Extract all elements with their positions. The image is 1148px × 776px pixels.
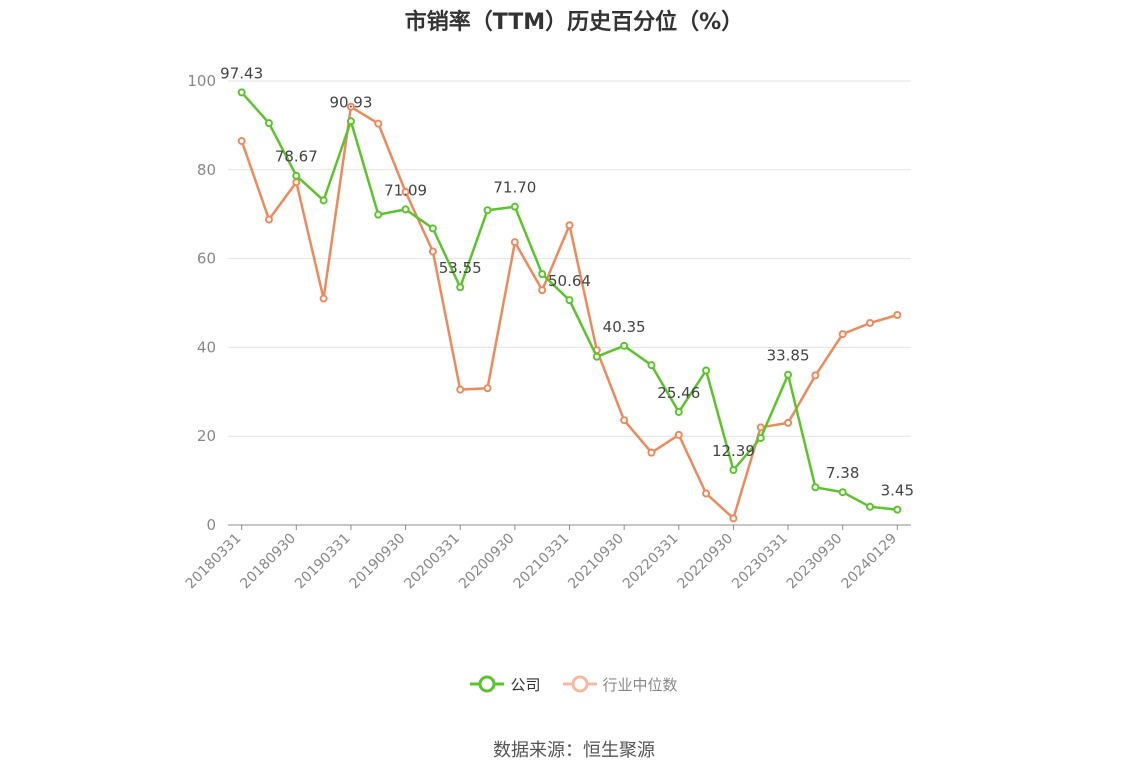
data-point-industry-median: [346, 102, 355, 111]
data-point-industry-median: [538, 286, 547, 295]
data-point-industry-median: [319, 294, 328, 303]
x-tick-label: 20210331: [511, 531, 573, 593]
data-point-company: [456, 283, 465, 292]
series-line-industry-median: [240, 105, 898, 520]
data-point-company: [483, 206, 492, 215]
data-point-company: [428, 224, 437, 233]
legend-marker-industry-median: [562, 675, 597, 693]
data-point-company: [319, 196, 328, 205]
data-label: 90.93: [329, 93, 372, 111]
data-label: 71.09: [384, 181, 427, 199]
data-point-industry-median: [811, 371, 820, 380]
data-point-industry-median: [838, 330, 847, 339]
data-point-industry-median: [264, 215, 273, 224]
chart-title: 市销率（TTM）历史百分位（%）: [404, 10, 744, 35]
y-tick-label: 60: [197, 250, 216, 268]
data-label: 33.85: [767, 347, 810, 365]
x-tick-label: 20240129: [838, 531, 900, 593]
data-point-company: [620, 341, 629, 350]
data-point-company: [538, 270, 547, 279]
y-tick-label: 40: [197, 338, 216, 356]
data-label: 71.70: [493, 179, 536, 197]
x-tick-label: 20230331: [729, 531, 791, 593]
data-point-company: [866, 502, 875, 511]
data-point-industry-median: [428, 247, 437, 256]
line-chart: 0 20 40 60 80 100 2018033120180930201903312019…: [183, 64, 914, 593]
data-point-company: [346, 117, 355, 126]
data-point-company: [237, 88, 246, 97]
data-label: 3.45: [881, 482, 914, 500]
legend-label-industry-median: 行业中位数: [602, 675, 678, 694]
data-label: 97.43: [220, 64, 263, 82]
x-tick-label: 20200930: [456, 531, 518, 593]
x-tick-label: 20220331: [620, 531, 682, 593]
data-point-industry-median: [456, 385, 465, 394]
data-label: 78.67: [275, 148, 318, 166]
data-label: 53.55: [439, 259, 482, 277]
data-point-company: [674, 407, 683, 416]
data-point-industry-median: [647, 448, 656, 457]
data-point-industry-median: [237, 136, 246, 145]
data-point-industry-median: [483, 384, 492, 393]
data-point-company: [292, 171, 301, 180]
x-tick-label: 20200331: [401, 531, 463, 593]
x-tick-label: 20210930: [565, 531, 627, 593]
data-point-industry-median: [729, 514, 738, 523]
legend-label-company: 公司: [510, 675, 541, 694]
data-label: 50.64: [548, 272, 591, 290]
data-point-company: [811, 483, 820, 492]
legend-item-company[interactable]: 公司: [470, 672, 541, 696]
data-point-company: [374, 210, 383, 219]
data-point-company: [264, 119, 273, 128]
data-label: 12.39: [712, 442, 755, 460]
x-tick-label: 20230930: [784, 531, 846, 593]
source-note: 数据来源：恒生聚源: [493, 740, 655, 761]
data-point-company: [838, 488, 847, 497]
data-point-company: [729, 465, 738, 474]
y-tick-label: 80: [197, 161, 216, 179]
data-label: 25.46: [657, 384, 700, 402]
data-point-company: [565, 296, 574, 305]
data-label: 7.38: [826, 464, 859, 482]
x-tick-label: 20180331: [183, 531, 245, 593]
data-point-company: [592, 352, 601, 361]
data-point-company: [893, 505, 902, 514]
legend-item-industry-median[interactable]: 行业中位数: [562, 672, 678, 696]
x-tick-label: 20220930: [675, 531, 737, 593]
data-point-industry-median: [374, 119, 383, 128]
data-point-industry-median: [620, 416, 629, 425]
y-tick-label: 100: [187, 72, 216, 90]
y-tick-label: 20: [197, 427, 216, 445]
data-point-company: [510, 202, 519, 211]
legend: 公司 行业中位数: [0, 672, 1148, 696]
data-point-industry-median: [292, 178, 301, 187]
data-point-company: [784, 370, 793, 379]
data-point-company: [756, 433, 765, 442]
x-tick-label: 20180930: [237, 531, 299, 593]
data-point-industry-median: [674, 430, 683, 439]
x-tick-label: 20190930: [347, 531, 409, 593]
data-point-industry-median: [866, 318, 875, 327]
x-tick-label: 20190331: [292, 531, 354, 593]
data-point-industry-median: [401, 188, 410, 196]
data-point-company: [702, 366, 711, 375]
data-label: 40.35: [603, 318, 646, 336]
data-point-industry-median: [756, 423, 765, 432]
data-point-company: [401, 205, 410, 214]
data-point-company: [647, 361, 656, 370]
data-point-industry-median: [510, 238, 519, 247]
data-point-industry-median: [784, 418, 793, 427]
legend-marker-company: [470, 675, 505, 693]
data-point-industry-median: [702, 489, 711, 498]
y-tick-label: 0: [206, 516, 216, 534]
data-point-industry-median: [893, 310, 902, 319]
data-point-industry-median: [565, 221, 574, 230]
